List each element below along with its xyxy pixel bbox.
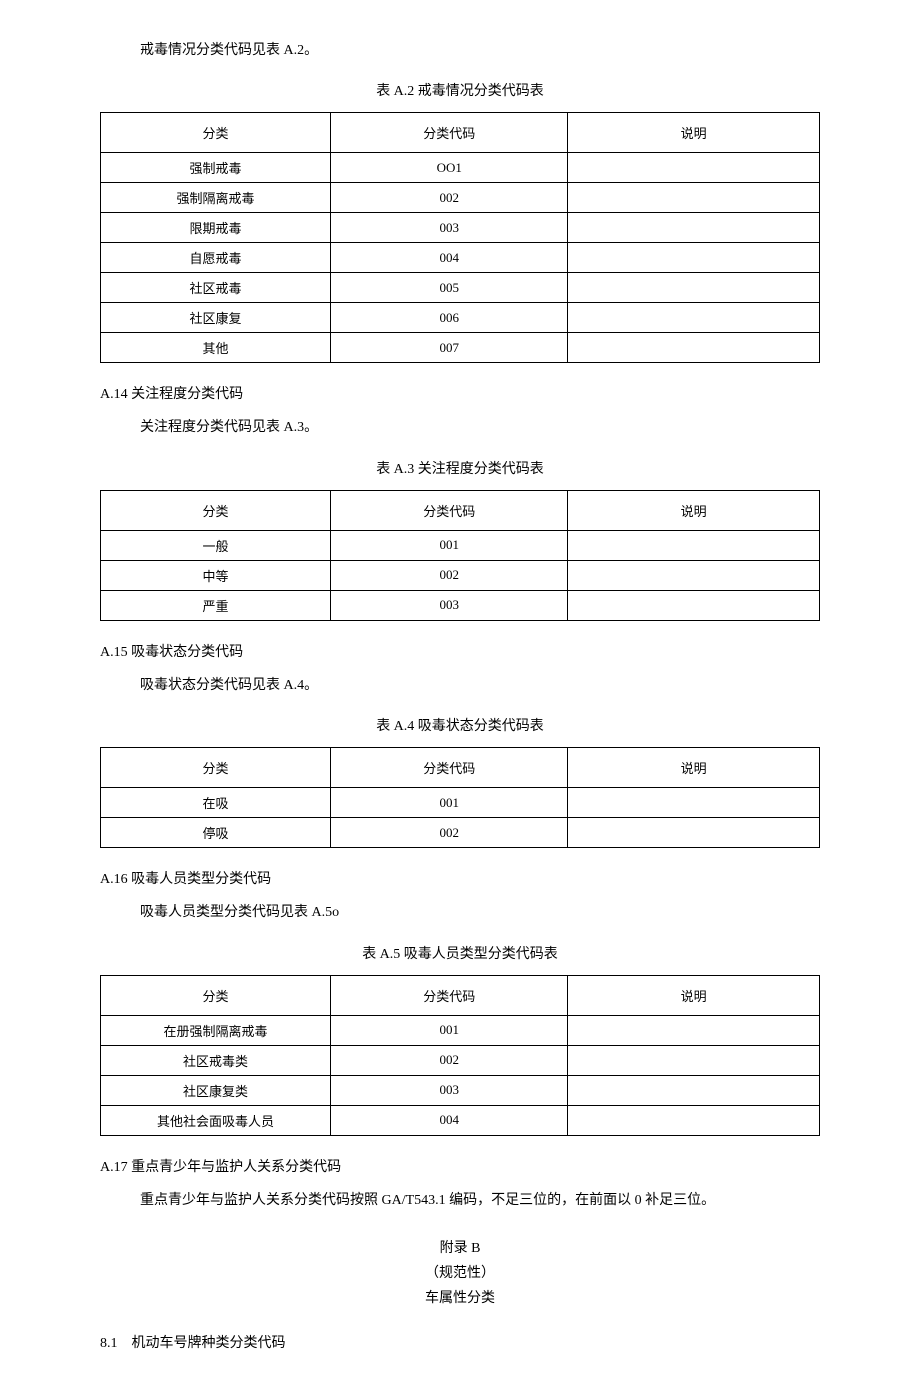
table-a5: 分类 分类代码 说明 在册强制隔离戒毒001社区戒毒类002社区康复类003其他… xyxy=(100,975,820,1136)
cell-code: 003 xyxy=(331,213,568,243)
intro-a5: 吸毒人员类型分类代码见表 A.5o xyxy=(140,902,820,924)
table-row: 社区康复006 xyxy=(101,303,820,333)
table-row: 其他社会面吸毒人员004 xyxy=(101,1105,820,1135)
cell-desc xyxy=(568,788,820,818)
heading-b1: 8.1 机动车号牌种类分类代码 xyxy=(100,1332,820,1352)
cell-desc xyxy=(568,153,820,183)
cell-category: 中等 xyxy=(101,560,331,590)
th-category: 分类 xyxy=(101,748,331,788)
intro-a3: 关注程度分类代码见表 A.3。 xyxy=(140,417,820,439)
cell-desc xyxy=(568,243,820,273)
table-row: 一般001 xyxy=(101,530,820,560)
cell-category: 自愿戒毒 xyxy=(101,243,331,273)
table-row: 社区康复类003 xyxy=(101,1075,820,1105)
cell-desc xyxy=(568,1015,820,1045)
cell-category: 社区戒毒 xyxy=(101,273,331,303)
th-desc: 说明 xyxy=(568,975,820,1015)
heading-a17: A.17 重点青少年与监护人关系分类代码 xyxy=(100,1156,820,1176)
cell-desc xyxy=(568,1075,820,1105)
cell-category: 在册强制隔离戒毒 xyxy=(101,1015,331,1045)
cell-code: 002 xyxy=(331,1045,568,1075)
th-desc: 说明 xyxy=(568,490,820,530)
heading-a14: A.14 关注程度分类代码 xyxy=(100,383,820,403)
table-row: 自愿戒毒004 xyxy=(101,243,820,273)
table-row: 社区戒毒005 xyxy=(101,273,820,303)
appendix-b-line3: 车属性分类 xyxy=(100,1286,820,1311)
table-a3: 分类 分类代码 说明 一般001中等002严重003 xyxy=(100,490,820,621)
cell-code: 003 xyxy=(331,1075,568,1105)
appendix-b-block: 附录 B （规范性） 车属性分类 xyxy=(100,1236,820,1312)
cell-code: 002 xyxy=(331,818,568,848)
table-row: 停吸002 xyxy=(101,818,820,848)
table-row: 在吸001 xyxy=(101,788,820,818)
cell-category: 一般 xyxy=(101,530,331,560)
table-a4: 分类 分类代码 说明 在吸001停吸002 xyxy=(100,747,820,848)
cell-desc xyxy=(568,530,820,560)
table-row: 强制戒毒OO1 xyxy=(101,153,820,183)
cell-desc xyxy=(568,818,820,848)
intro-a2: 戒毒情况分类代码见表 A.2。 xyxy=(140,40,820,62)
table-row: 在册强制隔离戒毒001 xyxy=(101,1015,820,1045)
table-title-a3: 表 A.3 关注程度分类代码表 xyxy=(100,458,820,478)
th-desc: 说明 xyxy=(568,113,820,153)
table-row: 强制隔离戒毒002 xyxy=(101,183,820,213)
cell-desc xyxy=(568,560,820,590)
cell-desc xyxy=(568,303,820,333)
th-category: 分类 xyxy=(101,490,331,530)
table-a2: 分类 分类代码 说明 强制戒毒OO1强制隔离戒毒002限期戒毒003自愿戒毒00… xyxy=(100,112,820,363)
th-desc: 说明 xyxy=(568,748,820,788)
cell-category: 其他 xyxy=(101,333,331,363)
heading-a16: A.16 吸毒人员类型分类代码 xyxy=(100,868,820,888)
table-row: 严重003 xyxy=(101,590,820,620)
cell-code: 001 xyxy=(331,788,568,818)
cell-code: 007 xyxy=(331,333,568,363)
cell-category: 限期戒毒 xyxy=(101,213,331,243)
th-code: 分类代码 xyxy=(331,975,568,1015)
cell-code: 001 xyxy=(331,1015,568,1045)
cell-code: 003 xyxy=(331,590,568,620)
cell-code: 004 xyxy=(331,1105,568,1135)
th-code: 分类代码 xyxy=(331,490,568,530)
cell-desc xyxy=(568,213,820,243)
appendix-b-line1: 附录 B xyxy=(100,1236,820,1261)
cell-desc xyxy=(568,183,820,213)
th-code: 分类代码 xyxy=(331,113,568,153)
cell-category: 社区康复 xyxy=(101,303,331,333)
th-category: 分类 xyxy=(101,113,331,153)
cell-category: 社区康复类 xyxy=(101,1075,331,1105)
cell-desc xyxy=(568,273,820,303)
table-row: 限期戒毒003 xyxy=(101,213,820,243)
th-code: 分类代码 xyxy=(331,748,568,788)
cell-code: 004 xyxy=(331,243,568,273)
heading-a15: A.15 吸毒状态分类代码 xyxy=(100,641,820,661)
cell-category: 严重 xyxy=(101,590,331,620)
table-title-a4: 表 A.4 吸毒状态分类代码表 xyxy=(100,715,820,735)
th-category: 分类 xyxy=(101,975,331,1015)
intro-a4: 吸毒状态分类代码见表 A.4。 xyxy=(140,675,820,697)
cell-code: 006 xyxy=(331,303,568,333)
cell-desc xyxy=(568,333,820,363)
cell-desc xyxy=(568,1105,820,1135)
cell-code: 002 xyxy=(331,560,568,590)
cell-desc xyxy=(568,590,820,620)
table-row: 社区戒毒类002 xyxy=(101,1045,820,1075)
cell-category: 其他社会面吸毒人员 xyxy=(101,1105,331,1135)
table-row: 其他007 xyxy=(101,333,820,363)
table-title-a2: 表 A.2 戒毒情况分类代码表 xyxy=(100,80,820,100)
table-row: 中等002 xyxy=(101,560,820,590)
cell-category: 停吸 xyxy=(101,818,331,848)
cell-desc xyxy=(568,1045,820,1075)
cell-category: 强制戒毒 xyxy=(101,153,331,183)
table-title-a5: 表 A.5 吸毒人员类型分类代码表 xyxy=(100,943,820,963)
cell-code: 001 xyxy=(331,530,568,560)
cell-category: 社区戒毒类 xyxy=(101,1045,331,1075)
cell-code: 002 xyxy=(331,183,568,213)
cell-code: OO1 xyxy=(331,153,568,183)
para-a17: 重点青少年与监护人关系分类代码按照 GA/T543.1 编码，不足三位的，在前面… xyxy=(140,1190,820,1212)
cell-category: 在吸 xyxy=(101,788,331,818)
appendix-b-line2: （规范性） xyxy=(100,1261,820,1286)
cell-category: 强制隔离戒毒 xyxy=(101,183,331,213)
cell-code: 005 xyxy=(331,273,568,303)
